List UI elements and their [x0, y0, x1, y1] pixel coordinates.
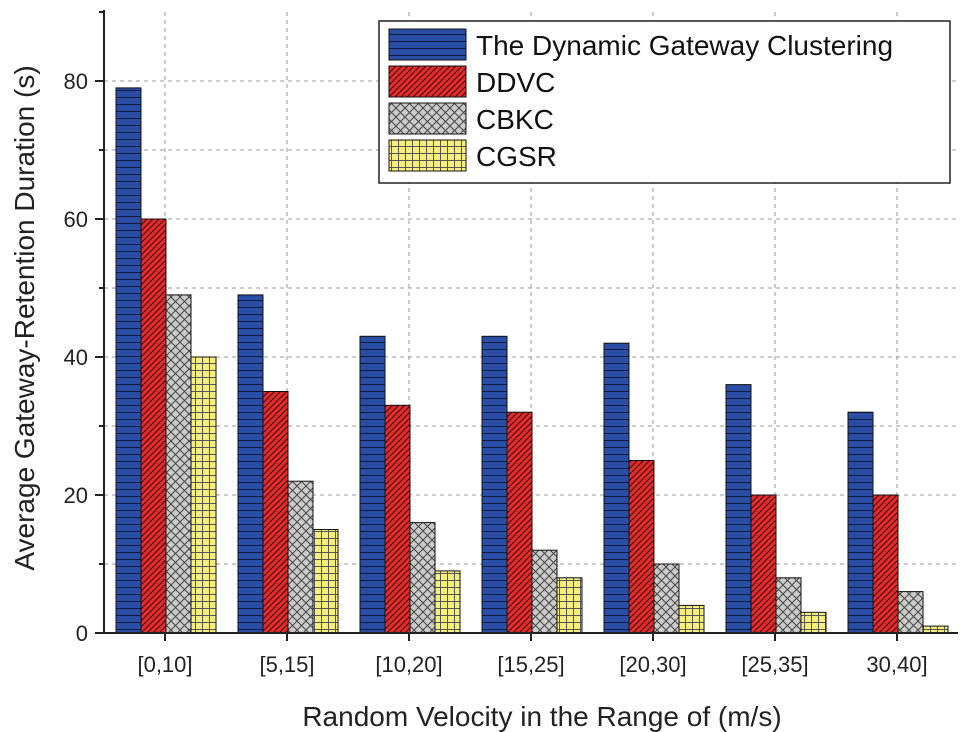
- bar-ddvc-2: [384, 404, 411, 634]
- y-tick-label: 20: [64, 483, 88, 508]
- legend: The Dynamic Gateway Clustering DDVC CBKC CG…: [378, 20, 951, 184]
- legend-swatch: [388, 102, 467, 135]
- bar-the-dynamic-gateway-clustering-5: [725, 384, 752, 634]
- bar-cbkc-3: [531, 549, 558, 634]
- x-tick-label: [15,25]: [497, 652, 564, 677]
- bar-cgsr-2: [434, 570, 461, 634]
- bar-ddvc-1: [262, 391, 289, 634]
- x-tick-label: [10,20]: [375, 652, 442, 677]
- bar-cbkc-5: [775, 577, 802, 634]
- x-tick-label: [0,10]: [137, 652, 192, 677]
- legend-swatch: [388, 28, 467, 61]
- bar-cgsr-6: [922, 625, 949, 634]
- legend-swatch: [388, 65, 467, 98]
- bar-the-dynamic-gateway-clustering-3: [481, 335, 508, 634]
- bar-cbkc-0: [165, 294, 192, 634]
- x-tick-label: [5,15]: [259, 652, 314, 677]
- bar-the-dynamic-gateway-clustering-1: [237, 294, 264, 634]
- bar-the-dynamic-gateway-clustering-6: [847, 411, 874, 634]
- bar-cgsr-4: [678, 604, 705, 634]
- tick-labels: 0 20 40 60 80 [0,10] [5,15] [10,20] [15,25] [20,3…: [64, 69, 928, 677]
- bar-cbkc-2: [409, 522, 436, 634]
- y-tick-label: 80: [64, 69, 88, 94]
- bar-ddvc-6: [872, 494, 899, 634]
- y-axis-title: Average Gateway-Retention Duration (s): [9, 65, 40, 570]
- bar-cbkc-1: [287, 480, 314, 634]
- bar-ddvc-0: [140, 218, 167, 634]
- bar-cgsr-0: [190, 356, 217, 634]
- bar-ddvc-5: [750, 494, 777, 634]
- legend-box: [378, 20, 951, 184]
- legend-swatch: [388, 139, 467, 172]
- legend-label: The Dynamic Gateway Clustering: [476, 30, 893, 61]
- legend-label: CGSR: [476, 141, 557, 172]
- legend-label: CBKC: [476, 104, 554, 135]
- legend-label: DDVC: [476, 67, 555, 98]
- bar-the-dynamic-gateway-clustering-4: [603, 342, 630, 634]
- y-tick-label: 0: [76, 621, 88, 646]
- x-tick-label: [25,35]: [741, 652, 808, 677]
- bar-the-dynamic-gateway-clustering-0: [115, 87, 142, 634]
- y-tick-label: 40: [64, 345, 88, 370]
- x-axis-title: Random Velocity in the Range of (m/s): [302, 701, 781, 732]
- bar-cbkc-6: [897, 591, 924, 634]
- bar-ddvc-4: [628, 460, 655, 634]
- x-tick-label: [20,30]: [619, 652, 686, 677]
- bar-cgsr-5: [800, 611, 827, 634]
- axes: [95, 10, 958, 641]
- bar-cgsr-1: [312, 529, 339, 634]
- bars: [115, 87, 949, 634]
- bar-ddvc-3: [506, 411, 533, 634]
- y-tick-label: 60: [64, 207, 88, 232]
- bar-the-dynamic-gateway-clustering-2: [359, 335, 386, 634]
- bar-cgsr-3: [556, 577, 583, 634]
- x-tick-label: 30,40]: [866, 652, 927, 677]
- bar-cbkc-4: [653, 563, 680, 634]
